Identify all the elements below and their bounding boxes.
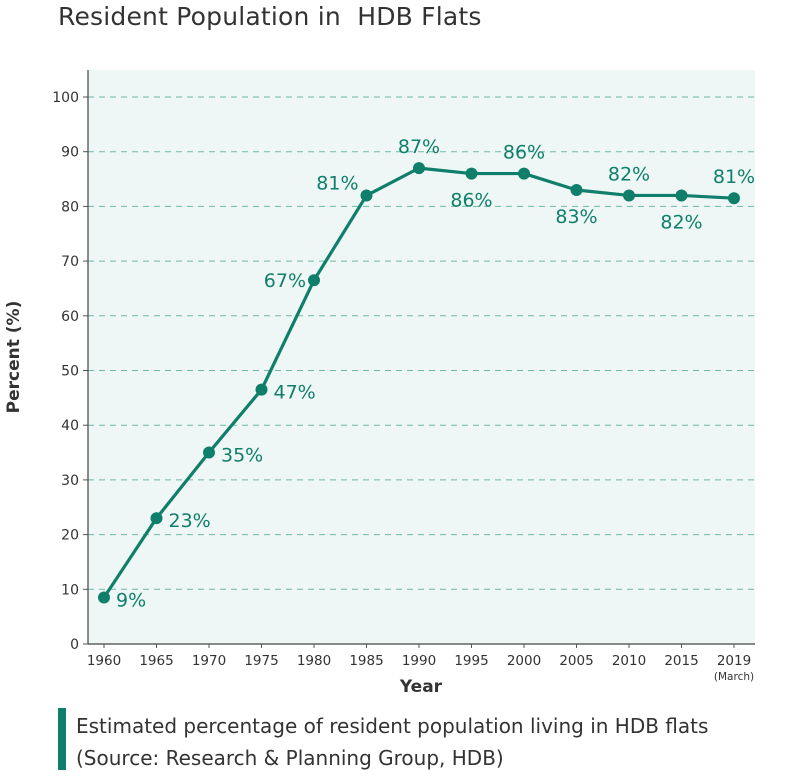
y-tick-label: 70 [61,254,79,270]
data-label: 82% [608,163,650,185]
x-tick-sublabel: (March) [714,671,754,683]
caption-description: Estimated percentage of resident populat… [76,714,709,738]
x-axis-title: Year [399,677,443,697]
y-tick-label: 90 [61,145,79,161]
x-tick-label: 1970 [192,653,226,669]
y-tick-label: 20 [61,528,79,544]
caption-source: (Source: Research & Planning Group, HDB) [76,746,504,770]
data-label: 83% [555,206,597,228]
data-point [728,192,740,205]
data-point [360,189,373,202]
x-tick-label: 2005 [559,653,593,669]
data-label: 82% [660,211,702,233]
data-point [203,446,215,459]
data-point [465,167,478,180]
data-label: 81% [316,172,358,194]
y-tick-label: 0 [70,637,79,653]
data-point [413,162,425,175]
caption-accent-bar [58,708,66,770]
data-point [675,189,688,202]
data-label: 23% [169,510,211,532]
data-label: 35% [221,445,263,467]
data-point [518,167,530,180]
x-tick-label: 1960 [87,653,121,669]
y-tick-label: 30 [61,473,79,489]
y-tick-label: 100 [52,90,79,106]
data-label: 86% [503,142,545,164]
y-tick-label: 10 [61,582,79,598]
data-point [570,183,583,196]
x-tick-label: 2010 [612,653,646,669]
data-point [255,383,268,396]
x-tick-label: 1980 [297,653,331,669]
data-label: 47% [274,382,316,404]
y-tick-label: 60 [61,309,79,325]
data-point [150,512,163,525]
x-tick-label: 1965 [139,653,173,669]
y-axis-title: Percent (%) [4,301,24,414]
x-tick-label: 2000 [507,653,541,669]
chart-title: Resident Population in HDB Flats [58,2,482,31]
data-point [623,189,635,202]
x-tick-label: 1975 [244,653,278,669]
line-chart: 0 10 20 30 40 50 60 70 80 90 100 1960 1965 1970 1975 19… [4,70,755,697]
x-tick-label: 1985 [349,653,383,669]
data-point [98,591,110,604]
data-label: 87% [398,136,440,158]
x-tick-label: 2019 [717,653,751,669]
x-tick-label: 1995 [454,653,488,669]
data-label: 86% [450,190,492,212]
data-point [308,274,320,287]
y-tick-label: 50 [61,364,79,380]
x-tick-label: 1990 [402,653,436,669]
y-tick-label: 40 [61,418,79,434]
data-label: 81% [713,166,755,188]
data-label: 9% [116,590,146,612]
x-tick-label: 2015 [664,653,698,669]
y-tick-label: 80 [61,199,79,215]
data-label: 67% [264,270,306,292]
